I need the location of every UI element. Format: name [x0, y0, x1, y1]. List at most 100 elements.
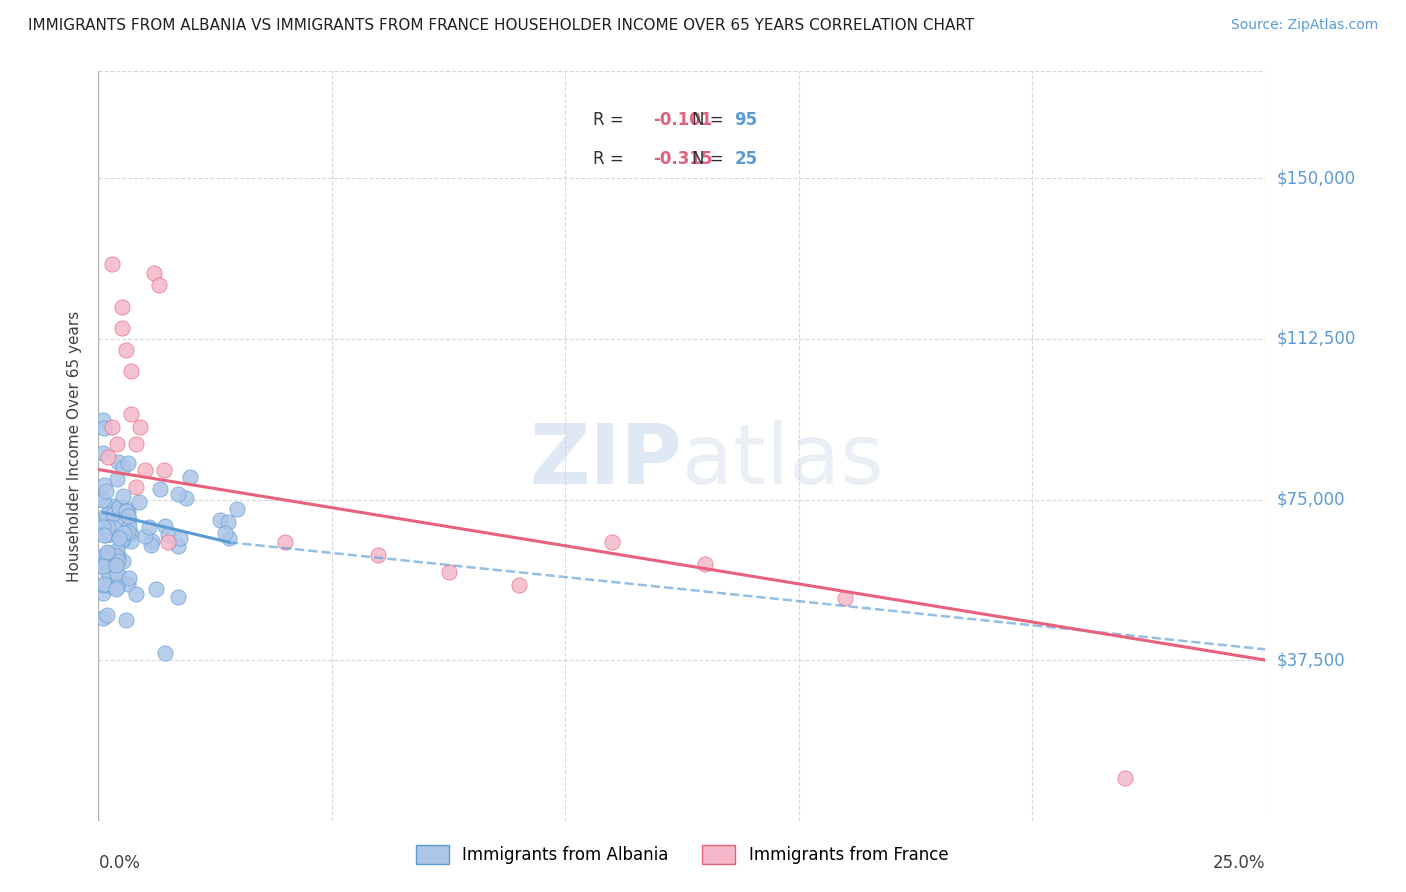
Point	[97, 520, 120, 534]
Point	[111, 512, 134, 526]
Point	[91, 586, 114, 600]
Point	[157, 535, 180, 549]
Point	[101, 419, 124, 434]
Point	[139, 538, 162, 552]
Text: IMMIGRANTS FROM ALBANIA VS IMMIGRANTS FROM FRANCE HOUSEHOLDER INCOME OVER 65 YEA: IMMIGRANTS FROM ALBANIA VS IMMIGRANTS FR…	[28, 18, 974, 33]
Point	[169, 531, 191, 545]
Point	[94, 553, 117, 567]
Point	[695, 557, 717, 571]
Point	[107, 500, 129, 515]
Point	[143, 266, 166, 280]
Point	[91, 520, 114, 534]
Point	[104, 558, 127, 572]
Point	[91, 412, 114, 426]
Point	[600, 535, 623, 549]
Point	[179, 470, 201, 484]
Point	[103, 521, 125, 535]
Point	[104, 582, 127, 597]
Point	[91, 493, 114, 508]
Point	[149, 482, 172, 496]
Point	[367, 548, 389, 562]
Point	[274, 535, 297, 549]
Text: -0.315: -0.315	[652, 150, 711, 168]
Point	[120, 407, 142, 421]
Point	[134, 462, 156, 476]
Point	[117, 502, 139, 516]
Point	[96, 564, 118, 578]
Point	[97, 546, 120, 560]
Text: Source: ZipAtlas.com: Source: ZipAtlas.com	[1230, 18, 1378, 32]
Text: $150,000: $150,000	[1277, 169, 1355, 187]
Point	[112, 526, 135, 541]
Point	[96, 551, 118, 566]
Point	[114, 504, 136, 518]
Point	[107, 554, 129, 568]
Point	[112, 554, 135, 568]
Point	[118, 570, 141, 584]
Point	[97, 450, 120, 464]
Point	[105, 542, 128, 557]
Point	[120, 534, 142, 549]
Point	[94, 558, 117, 572]
Point	[93, 477, 115, 491]
Point	[97, 549, 120, 563]
Point	[155, 518, 177, 533]
Point	[100, 579, 122, 593]
Point	[174, 491, 197, 506]
Point	[167, 540, 190, 554]
Text: $37,500: $37,500	[1277, 651, 1346, 669]
Point	[120, 364, 142, 378]
Text: R =: R =	[593, 112, 630, 129]
Point	[105, 472, 128, 486]
Point	[117, 509, 139, 524]
Point	[834, 591, 856, 605]
Point	[508, 578, 530, 592]
Point	[97, 569, 120, 583]
Point	[125, 480, 148, 494]
Point	[145, 582, 167, 596]
Point	[91, 578, 114, 592]
Point	[218, 531, 240, 545]
Point	[117, 504, 139, 518]
Point	[214, 526, 236, 541]
Point	[96, 484, 118, 499]
Point	[141, 534, 163, 549]
Point	[115, 343, 138, 357]
Point	[101, 547, 124, 561]
Point	[118, 513, 141, 527]
Point	[98, 547, 121, 561]
Point	[96, 608, 118, 623]
Point	[1114, 771, 1136, 785]
Point	[128, 495, 150, 509]
Text: 25: 25	[734, 150, 758, 168]
Point	[105, 549, 128, 563]
Point	[93, 577, 115, 591]
Point	[155, 646, 177, 660]
Point	[107, 455, 129, 469]
Point	[91, 514, 114, 528]
Point	[167, 590, 190, 604]
Point	[96, 511, 118, 525]
Point	[138, 520, 160, 534]
Point	[117, 576, 139, 591]
Point	[107, 549, 129, 563]
Point	[117, 525, 139, 540]
Y-axis label: Householder Income Over 65 years: Householder Income Over 65 years	[67, 310, 83, 582]
Point	[101, 257, 124, 271]
Point	[111, 532, 134, 546]
Point	[125, 437, 148, 451]
Point	[120, 527, 142, 541]
Point	[134, 528, 156, 542]
Point	[114, 613, 136, 627]
Point	[103, 508, 125, 522]
Point	[93, 421, 115, 435]
Point	[93, 528, 115, 542]
Legend: Immigrants from Albania, Immigrants from France: Immigrants from Albania, Immigrants from…	[408, 837, 956, 872]
Point	[91, 611, 114, 625]
Point	[94, 508, 117, 522]
Point	[225, 502, 247, 516]
Point	[108, 531, 131, 545]
Point	[91, 446, 114, 460]
Point	[111, 534, 134, 549]
Text: $112,500: $112,500	[1277, 330, 1355, 348]
